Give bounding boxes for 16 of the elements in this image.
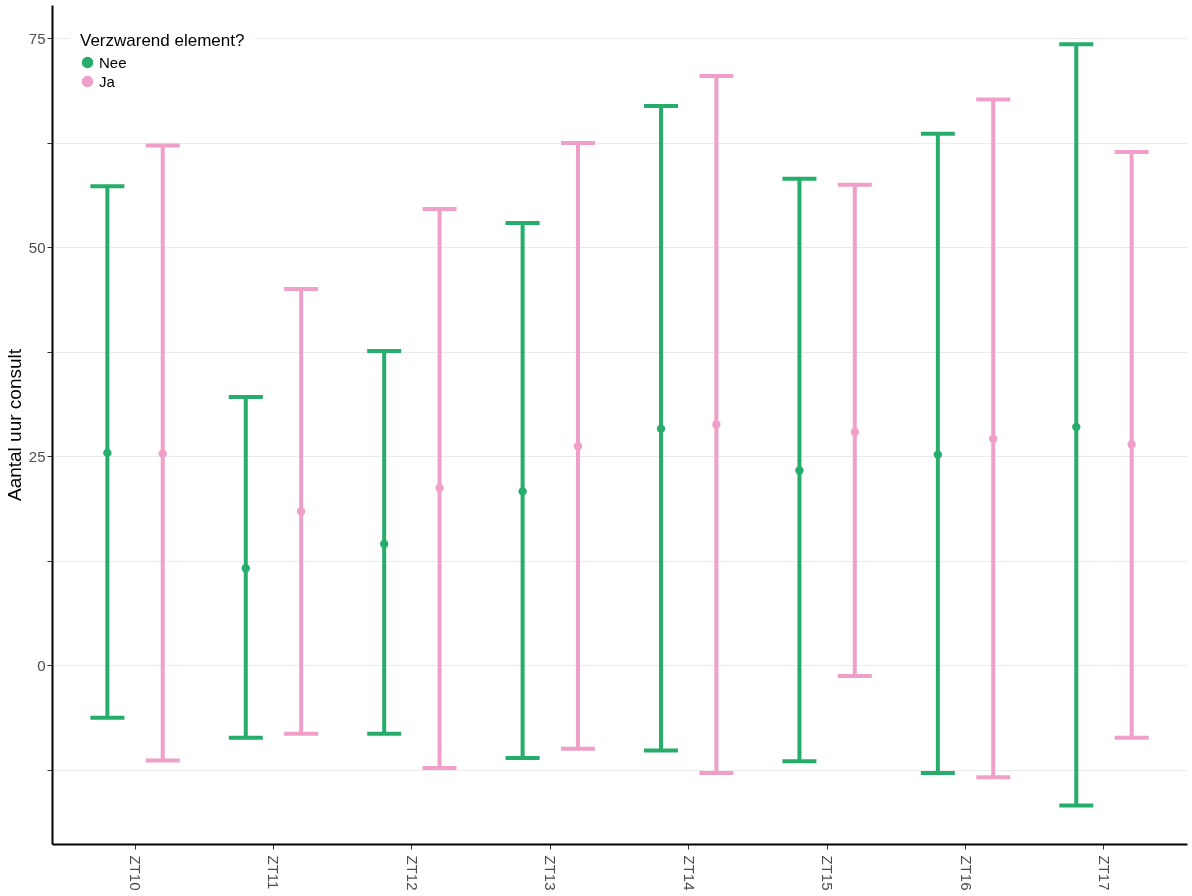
x-tick-label: ZT13 [542,855,560,891]
y-tick-label: 0 [37,656,46,674]
legend-label: Nee [99,53,127,71]
y-tick-label: 25 [28,447,46,465]
x-tick-label: ZT14 [680,855,698,891]
x-tick-label: ZT17 [1095,855,1113,891]
y-axis-title: Aantal uur consult [3,348,25,502]
x-tick-label: ZT11 [265,855,283,890]
x-tick-label: ZT10 [127,855,145,891]
x-tick-label: ZT15 [819,855,837,891]
legend-title: Verzwarend element? [80,31,245,50]
x-tick-label: ZT16 [957,855,975,891]
y-tick-label: 50 [28,238,46,256]
y-tick-label: 75 [28,29,46,47]
x-tick-label: ZT12 [403,855,421,891]
legend-label: Ja [99,72,116,90]
